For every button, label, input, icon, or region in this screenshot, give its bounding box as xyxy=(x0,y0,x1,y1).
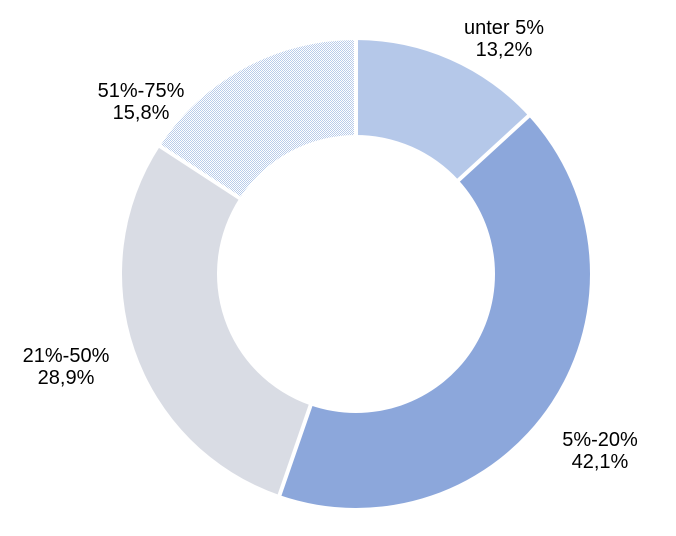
slice-category-label: unter 5% xyxy=(463,17,545,39)
donut-segment-5-20 xyxy=(279,115,590,508)
slice-label-21-50: 21%-50% 28,9% xyxy=(23,345,110,389)
donut-segment-21-50 xyxy=(122,146,311,496)
slice-value-label: 28,9% xyxy=(37,367,95,389)
slice-value-label: 42,1% xyxy=(571,451,629,473)
slice-label-51-75: 51%-75% 15,8% xyxy=(98,80,185,124)
slice-category-label: 21%-50% xyxy=(22,345,110,367)
slice-category-label: 5%-20% xyxy=(562,429,638,451)
segment-gap-line xyxy=(157,143,358,276)
slice-label-unter-5: unter 5% 13,2% xyxy=(464,17,544,61)
donut-segment-51-75 xyxy=(160,40,356,199)
segment-gap-line xyxy=(354,113,532,276)
slice-value-label: 15,8% xyxy=(112,102,170,124)
slice-label-5-20: 5%-20% 42,1% xyxy=(562,429,638,473)
segment-gap-line xyxy=(276,273,358,498)
donut-segment-unter-5 xyxy=(356,40,529,181)
slice-category-label: 51%-75% xyxy=(97,80,185,102)
slice-value-label: 13,2% xyxy=(475,39,533,61)
